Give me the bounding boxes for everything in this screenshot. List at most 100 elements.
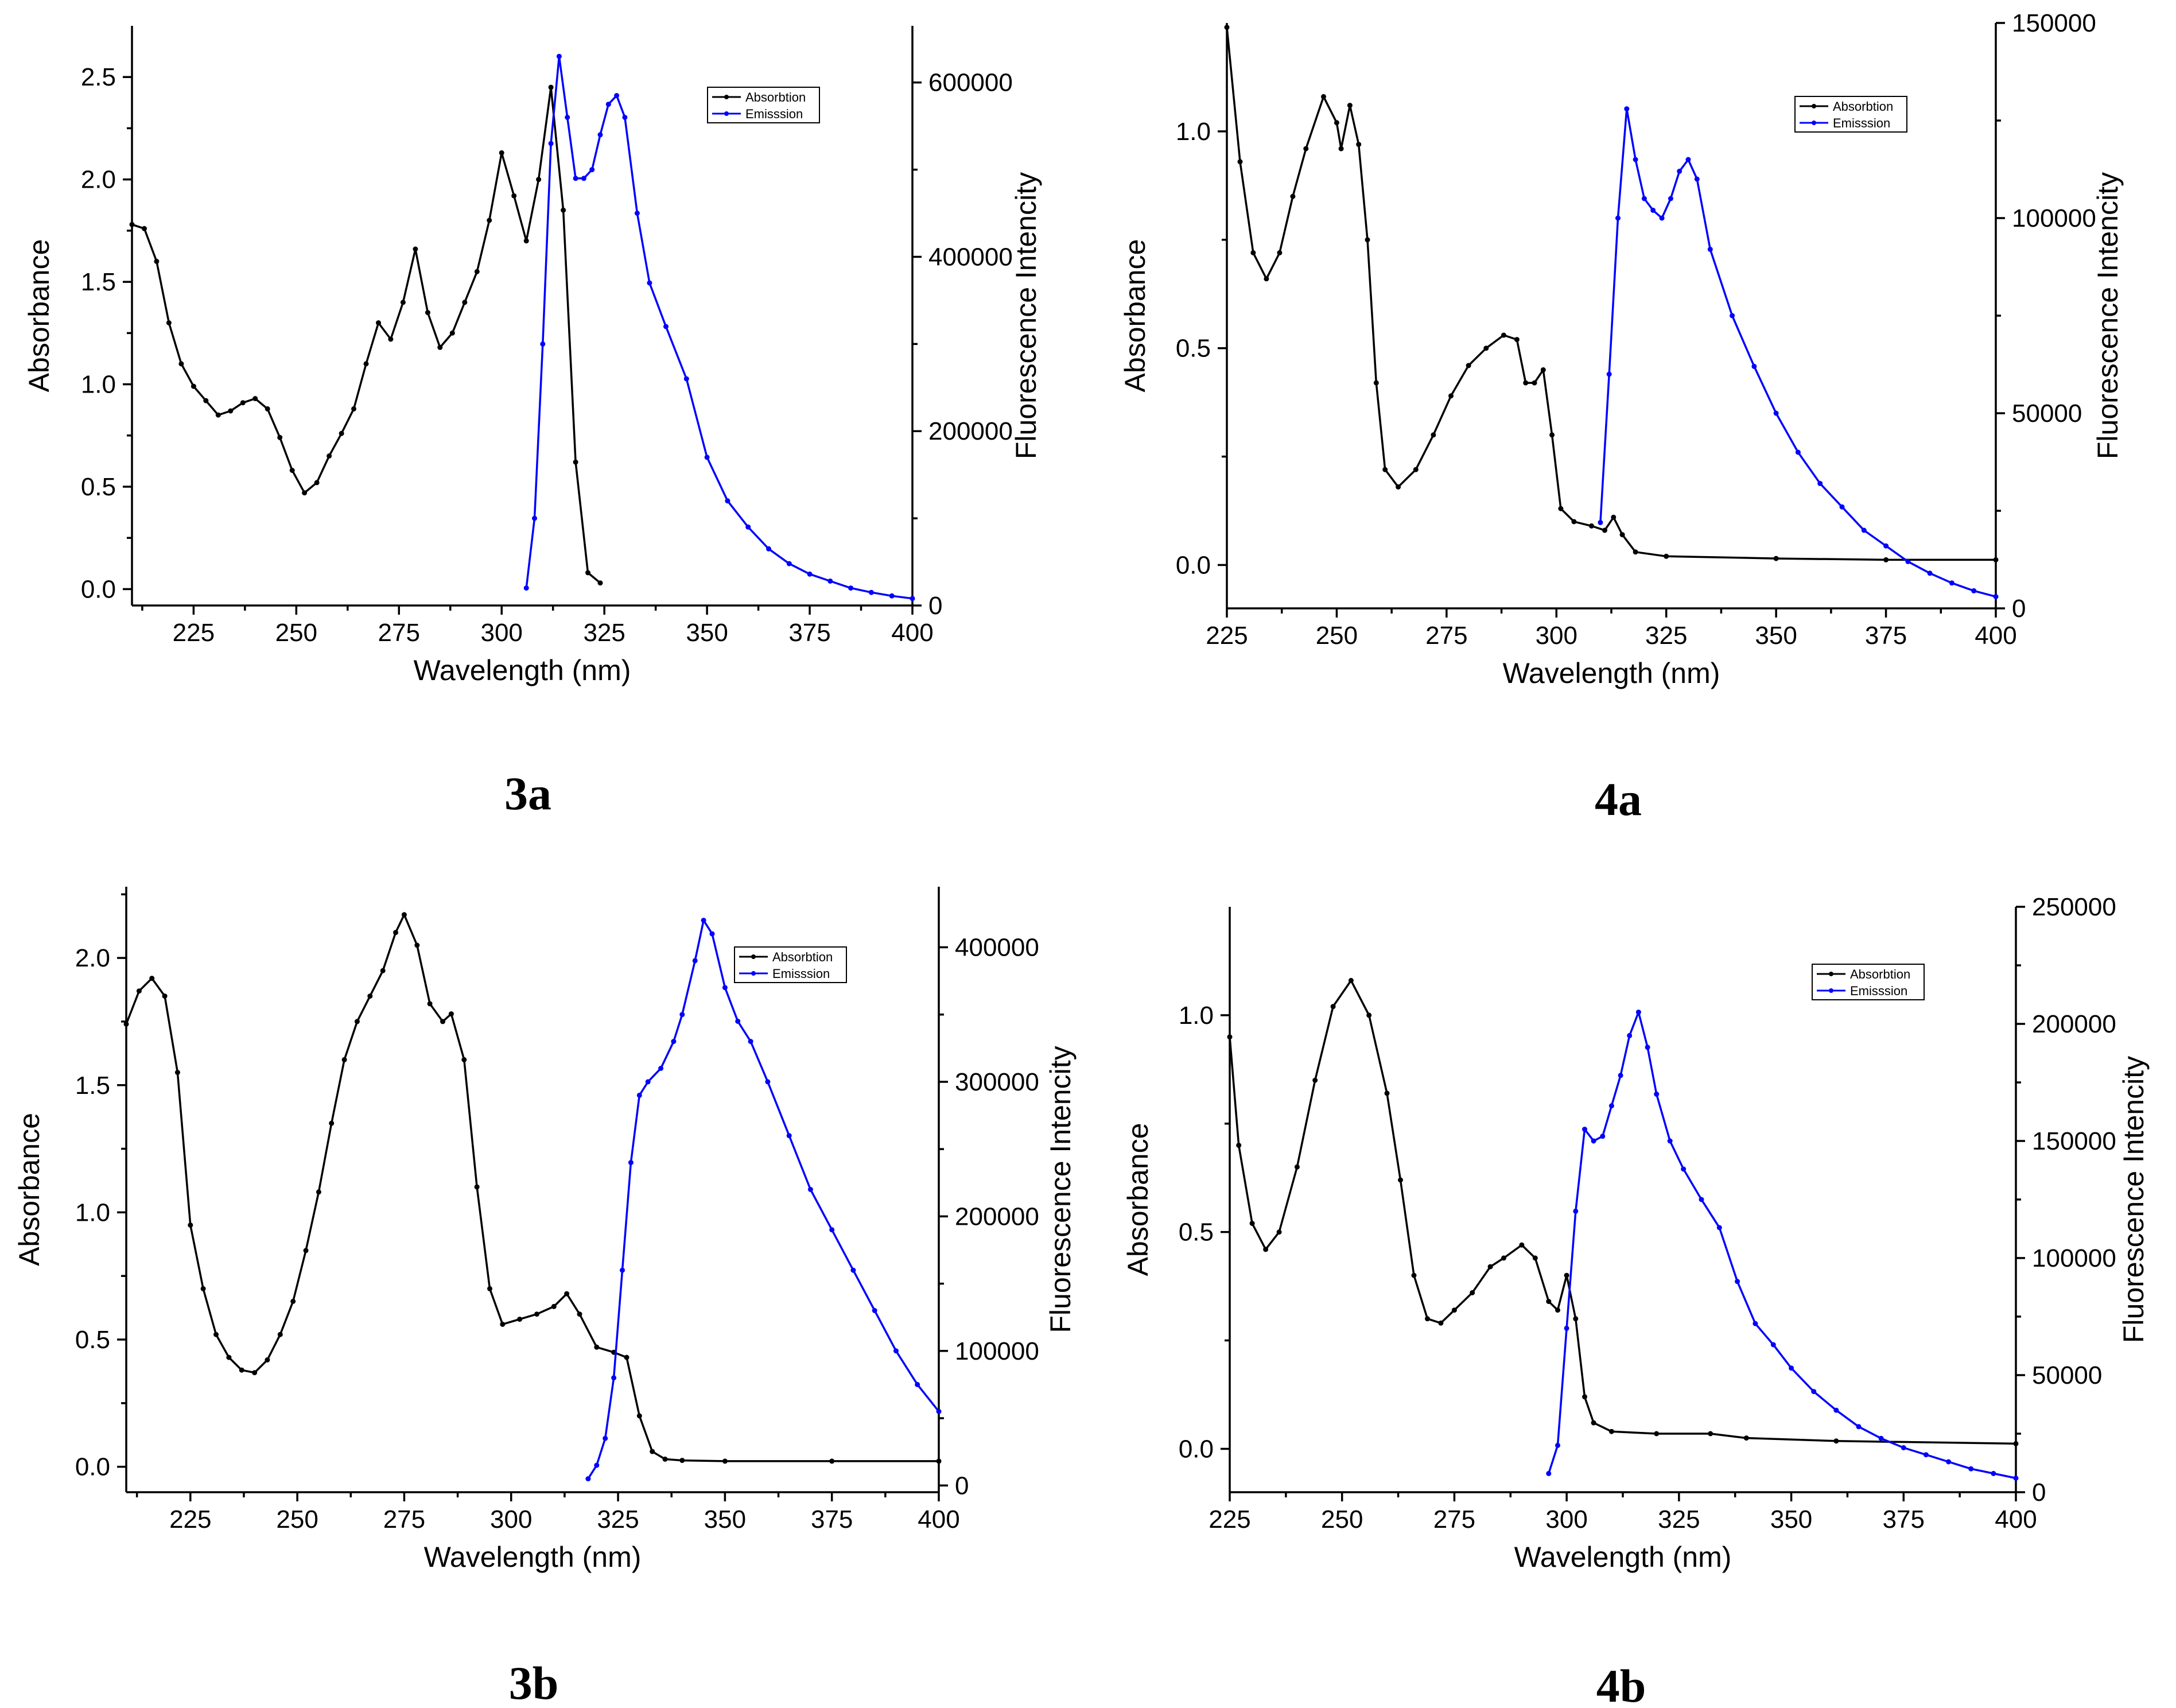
panel-label: 4b [1596,1660,1646,1708]
x-tick-label: 300 [1545,1505,1587,1534]
data-point [1438,1320,1444,1326]
data-point [1753,1321,1758,1326]
data-point [534,1311,539,1317]
legend-box [707,87,820,123]
data-point [620,1267,625,1273]
data-point [1905,558,1911,564]
data-point [1591,1138,1596,1144]
y2-tick-label: 200000 [955,1202,1039,1230]
data-point [487,1286,492,1291]
legend-marker [724,95,729,99]
data-point [889,593,895,599]
data-point [166,320,172,325]
data-point [704,455,710,460]
data-point [523,238,529,244]
data-point [265,1357,270,1362]
legend-label: Absorbtion [772,950,833,964]
chart-panel-3a: 225 250 275 300 325 350 375 400 0.0 0.5 1.0 1.5 2.0 2… [23,26,1042,820]
data-point [1789,1365,1794,1371]
series-line [125,914,939,1462]
data-point [1564,1325,1569,1331]
data-point [548,84,554,90]
data-point [628,1160,634,1166]
data-point [213,1332,219,1337]
data-point [663,324,669,329]
data-point [500,1321,506,1327]
data-point [1348,977,1354,983]
data-point [203,398,209,403]
legend-label: Emisssion [772,966,830,981]
data-point [367,993,373,999]
data-point [725,498,730,504]
data-point [341,1057,347,1062]
data-point [136,988,142,994]
data-point [1573,1208,1579,1214]
x-tick-label: 400 [918,1505,959,1534]
y2-tick-label: 50000 [2032,1361,2102,1389]
chart-panel-4b: 225 250 275 300 325 350 375 400 0.0 0.5 1.0 0 50000 1… [1122,893,2150,1708]
x-tick-label: 300 [480,619,522,647]
data-point [1249,1221,1255,1226]
legend: Absorbtion Emisssion [1812,964,1925,1000]
data-point [829,1227,835,1233]
y-tick-label: 1.0 [75,1198,110,1226]
y2-tick-label: 0 [2012,595,2026,623]
data-point [240,400,246,406]
x-axis-title: Wavelength (nm) [424,1541,642,1573]
data-point [1571,519,1577,525]
data-point [523,585,529,591]
y-tick-label: 1.0 [81,371,116,399]
x-tick-label: 225 [1209,1505,1250,1534]
data-point [339,430,344,436]
x-tick-label: 275 [1433,1505,1475,1534]
data-point [290,1299,296,1304]
x-tick-label: 250 [275,619,317,647]
data-point [735,1018,741,1024]
x-tick-label: 250 [1316,622,1358,650]
data-point [748,1039,753,1045]
data-point [662,1456,668,1462]
data-point [1431,432,1436,438]
data-point [265,406,270,412]
data-point [603,1435,608,1441]
y-tick-label: 0.5 [81,473,116,501]
data-point [701,918,706,923]
y-axis-title: Absorbance [13,1113,45,1266]
legend-box [734,946,847,983]
y2-tick-label: 150000 [2032,1127,2116,1155]
data-point [1627,1032,1633,1038]
data-point [556,53,562,59]
y2-tick-label: 100000 [2012,204,2096,232]
data-point [597,580,603,586]
data-point [1770,1342,1776,1348]
series-emisssion [1546,1010,2019,1481]
y-tick-label: 0.5 [1176,335,1211,363]
data-point [679,1012,685,1018]
series-emisssion [585,918,942,1482]
y2-tick-label: 0 [955,1472,969,1500]
series-emisssion [523,53,915,601]
data-point [314,480,320,486]
chart-panel-4a: 225 250 275 300 325 350 375 400 0.0 0.5 1.0 0 50000 1… [1119,9,2124,825]
data-point [766,546,771,552]
data-point [634,211,640,216]
data-point [448,1011,454,1017]
data-point [589,167,595,173]
x-tick-label: 400 [1975,622,2016,650]
data-point [380,968,386,973]
data-point [1878,1435,1884,1441]
x-tick-label: 375 [811,1505,853,1534]
data-point [354,1019,360,1024]
data-point [1532,1255,1538,1261]
data-point [1312,1077,1318,1083]
y-tick-label: 0.0 [81,575,116,603]
y-tick-label: 1.5 [75,1072,110,1100]
data-point [462,300,468,305]
data-point [745,524,751,530]
data-point [722,1458,728,1464]
y2-tick-label: 100000 [955,1337,1039,1365]
data-point [658,1066,664,1071]
data-point [671,1039,677,1045]
data-point [936,1458,942,1464]
data-point [388,336,394,342]
